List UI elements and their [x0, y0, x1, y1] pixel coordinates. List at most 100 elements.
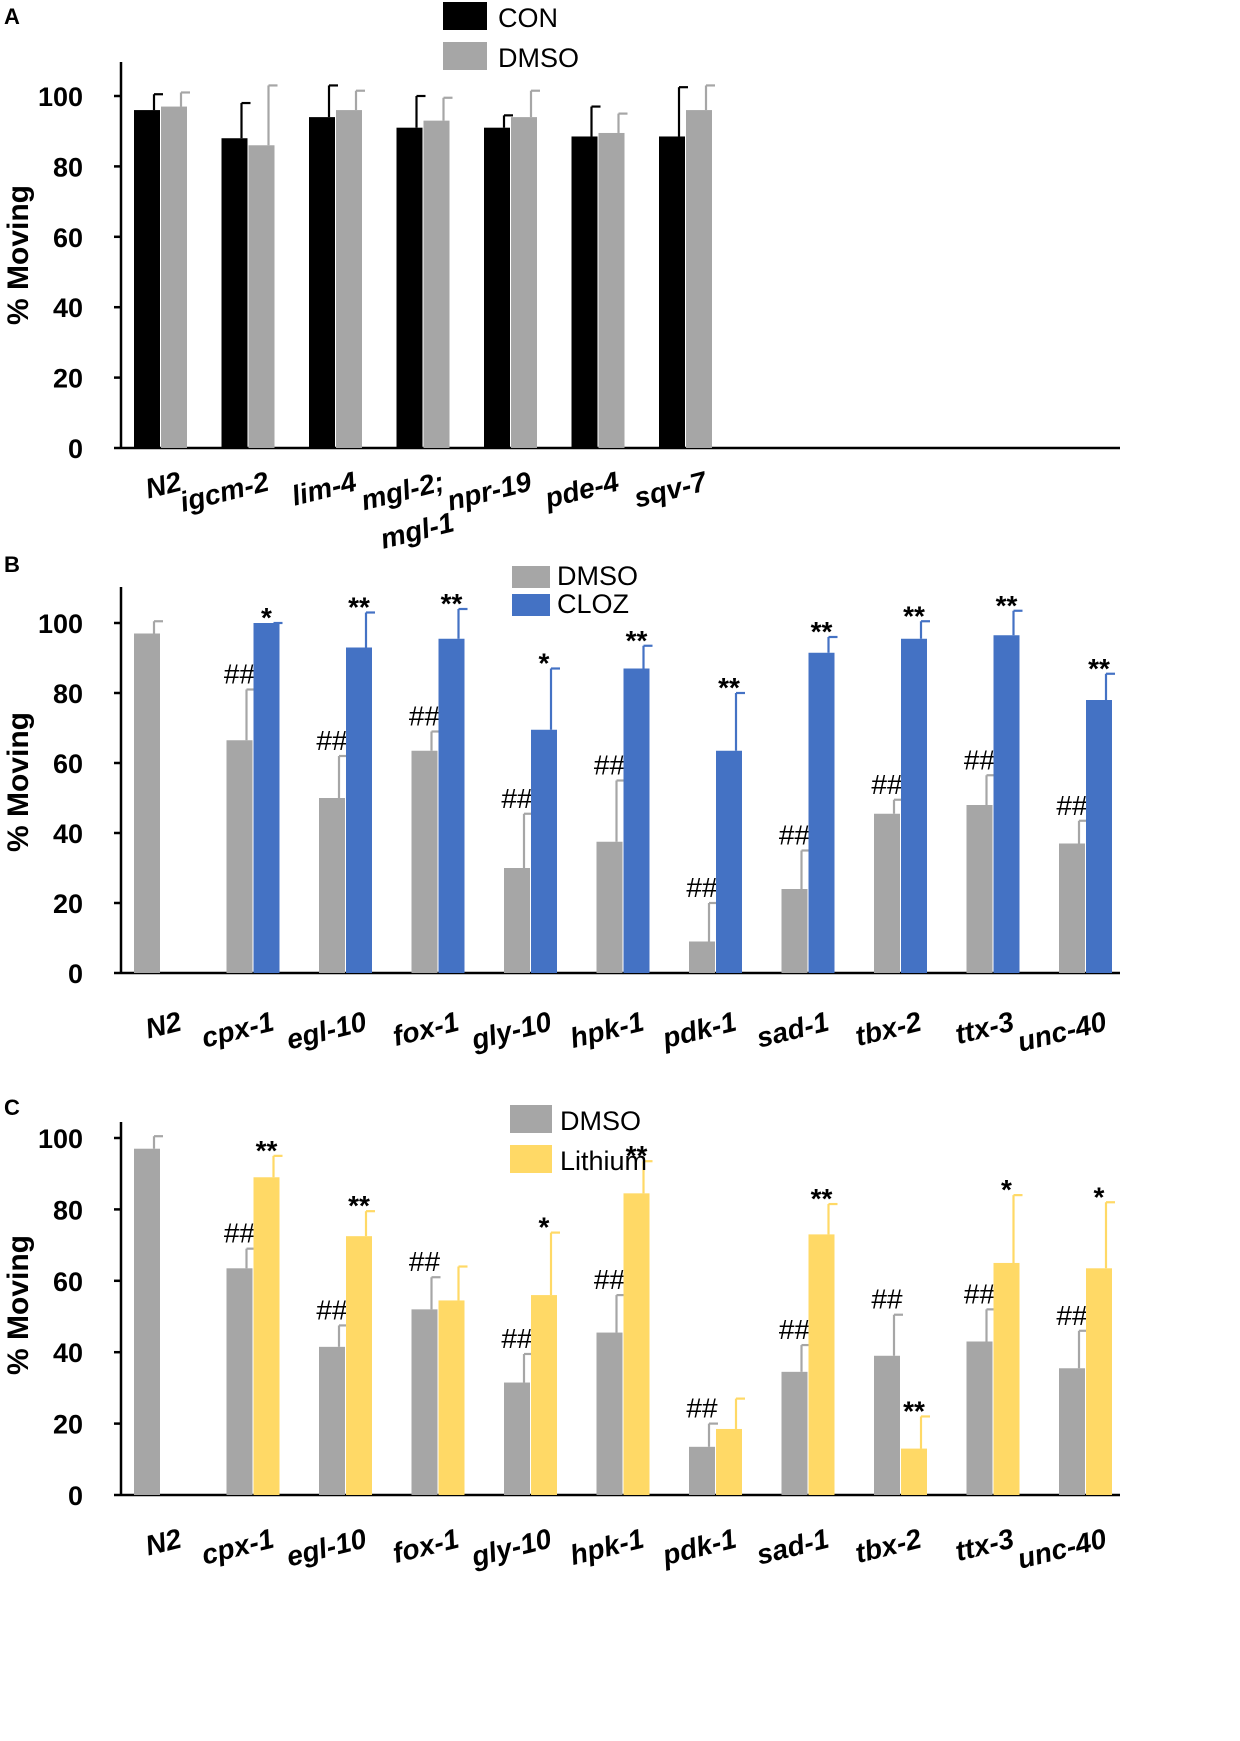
- bar-dmso-6: [686, 110, 712, 448]
- legend-swatch-cloz: [512, 594, 550, 616]
- x-tick-label: pdk-1: [659, 1523, 740, 1571]
- bar-cloz-4: [531, 729, 557, 973]
- bar-dmso-4: [504, 1382, 530, 1495]
- panel-letter: B: [4, 552, 20, 577]
- bar-dmso-0: [134, 1148, 160, 1495]
- x-tick-label-line: N2: [142, 1006, 185, 1045]
- bar-cloz-5: [623, 668, 650, 973]
- x-tick-label: cpx-1: [198, 1523, 276, 1571]
- legend: CON DMSO: [443, 2, 579, 73]
- legend-label-lithium: Lithium: [560, 1146, 647, 1176]
- significance-label: ##: [594, 750, 626, 781]
- y-tick-label: 40: [53, 1338, 83, 1368]
- significance-label: **: [348, 1190, 370, 1221]
- y-axis-label: % Moving: [2, 185, 35, 325]
- significance-label: ##: [871, 769, 903, 800]
- x-tick-label-line: npr-19: [444, 466, 535, 517]
- bar-cloz-3: [438, 638, 465, 973]
- x-tick-label-line: unc-40: [1014, 1523, 1109, 1575]
- bar-dmso-5: [596, 1332, 623, 1495]
- x-tick-label-line: cpx-1: [198, 1523, 276, 1571]
- bar-dmso-2: [319, 798, 345, 973]
- bar-dmso-7: [781, 1371, 808, 1495]
- legend-swatch-con: [443, 2, 487, 30]
- significance-label: ##: [964, 1278, 996, 1309]
- x-tick-label: egl-10: [283, 1523, 369, 1573]
- bar-con-2: [309, 117, 335, 449]
- bar-cloz-9: [993, 635, 1020, 973]
- x-tick-label-line: egl-10: [283, 1523, 369, 1573]
- significance-label: **: [811, 616, 833, 647]
- significance-label: **: [348, 592, 370, 623]
- y-tick-label: 40: [53, 819, 83, 849]
- x-tick-label-line: N2: [142, 466, 185, 505]
- y-tick-label: 20: [53, 364, 83, 394]
- significance-label: ##: [594, 1264, 626, 1295]
- x-tick-label: sad-1: [753, 1006, 831, 1054]
- x-tick-label: hpk-1: [567, 1523, 647, 1571]
- x-tick-label-line: N2: [142, 1523, 185, 1562]
- y-tick-label: 20: [53, 1410, 83, 1440]
- significance-label: *: [1001, 1174, 1012, 1205]
- significance-label: *: [539, 648, 550, 679]
- y-tick-label: 100: [38, 82, 83, 112]
- significance-label: **: [626, 625, 648, 656]
- bar-lithium-3: [438, 1300, 465, 1495]
- significance-label: **: [903, 600, 925, 631]
- significance-label: **: [811, 1183, 833, 1214]
- legend-label-dmso: DMSO: [498, 43, 579, 73]
- bar-dmso-2: [319, 1346, 345, 1495]
- significance-label: ##: [224, 1218, 256, 1249]
- significance-label: **: [626, 1140, 648, 1171]
- bar-cloz-6: [716, 750, 742, 973]
- bar-dmso-10: [1059, 843, 1085, 973]
- bar-dmso-9: [966, 805, 993, 973]
- significance-label: *: [261, 602, 272, 633]
- y-tick-label: 100: [38, 1124, 83, 1154]
- bar-lithium-1: [253, 1177, 280, 1495]
- significance-label: *: [539, 1212, 550, 1243]
- y-tick-label: 0: [68, 434, 83, 464]
- significance-label: **: [996, 590, 1018, 621]
- x-tick-label: egl-10: [283, 1006, 369, 1056]
- bar-lithium-4: [531, 1295, 557, 1495]
- bar-con-5: [571, 136, 598, 449]
- significance-label: ##: [501, 1323, 533, 1354]
- legend: DMSO Lithium: [510, 1105, 647, 1176]
- x-tick-label: fox-1: [390, 1523, 462, 1569]
- bar-lithium-10: [1086, 1268, 1112, 1495]
- significance-label: ##: [686, 1393, 718, 1424]
- x-tick-label: N2: [142, 1006, 185, 1045]
- bar-dmso-7: [781, 889, 808, 973]
- y-axis-label: % Moving: [2, 1235, 35, 1375]
- x-tick-label: sad-1: [753, 1523, 831, 1571]
- y-axis-label: % Moving: [2, 712, 35, 852]
- x-tick-label-line: sad-1: [753, 1523, 831, 1571]
- y-tick-label: 20: [53, 889, 83, 919]
- x-tick-label-line: sqv-7: [631, 465, 711, 513]
- bar-cloz-2: [346, 647, 372, 973]
- bar-lithium-5: [623, 1193, 650, 1495]
- significance-label: **: [718, 672, 740, 703]
- legend-label-cloz: CLOZ: [557, 589, 629, 619]
- bar-con-1: [221, 138, 248, 449]
- legend-label-dmso: DMSO: [557, 561, 638, 591]
- legend-label-dmso: DMSO: [560, 1106, 641, 1136]
- panel-letter: A: [4, 4, 20, 29]
- x-tick-label-line: gly-10: [467, 1523, 554, 1573]
- x-tick-label-line: hpk-1: [567, 1523, 647, 1571]
- significance-label: ##: [964, 744, 996, 775]
- bar-dmso-3: [423, 120, 450, 448]
- x-tick-label-line: mgl-1: [377, 506, 457, 554]
- significance-label: **: [903, 1395, 925, 1426]
- significance-label: ##: [871, 1284, 903, 1315]
- bar-lithium-8: [901, 1448, 927, 1495]
- significance-label: ##: [409, 701, 441, 732]
- significance-label: ##: [1056, 1300, 1088, 1331]
- x-tick-label: fox-1: [390, 1006, 462, 1052]
- x-tick-label: unc-40: [1014, 1523, 1109, 1575]
- x-tick-label-line: hpk-1: [567, 1006, 647, 1054]
- bar-cloz-7: [808, 652, 835, 973]
- y-tick-label: 0: [68, 1481, 83, 1511]
